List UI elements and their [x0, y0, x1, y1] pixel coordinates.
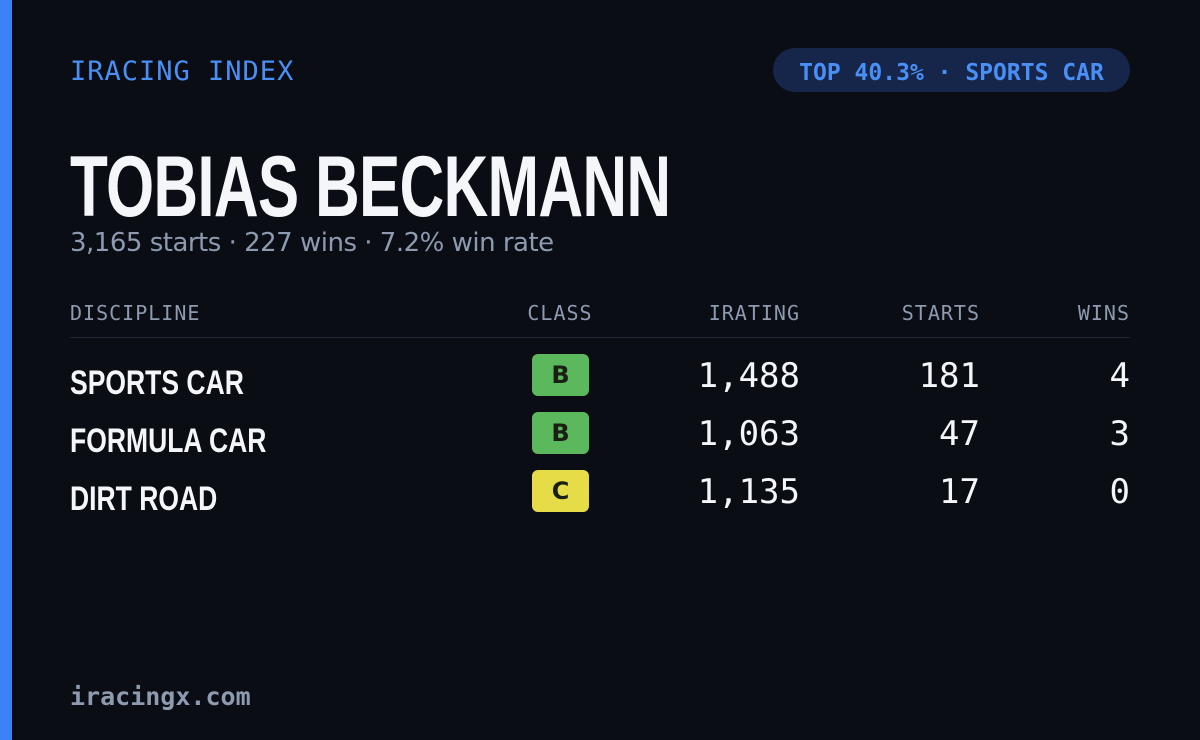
divider: [70, 337, 1130, 338]
driver-name: TOBIAS BECKMANN: [70, 139, 671, 235]
rank-badge: TOP 40.3% · SPORTS CAR: [773, 48, 1130, 92]
brand: IRACING INDEX: [70, 56, 295, 87]
discipline: DIRT ROAD: [70, 480, 218, 518]
discipline: FORMULA CAR: [70, 422, 267, 460]
class-badge: C: [532, 470, 589, 512]
column-header: CLASS: [527, 301, 593, 325]
wins: 4: [1109, 356, 1130, 396]
irating: 1,488: [697, 356, 800, 396]
wins: 3: [1109, 414, 1130, 454]
summary: 3,165 starts · 227 wins · 7.2% win rate: [70, 228, 554, 258]
column-header: WINS: [1077, 301, 1130, 325]
discipline: SPORTS CAR: [70, 364, 244, 402]
irating: 1,063: [697, 414, 800, 454]
wins: 0: [1109, 472, 1130, 512]
class-badge: B: [532, 412, 589, 454]
accent-bar: [0, 0, 12, 740]
column-header: DISCIPLINE: [70, 301, 201, 325]
column-header: STARTS: [901, 301, 980, 325]
footer: iracingx.com: [70, 682, 251, 711]
column-header: IRATING: [708, 301, 800, 325]
irating: 1,135: [697, 472, 800, 512]
starts: 17: [939, 472, 980, 512]
starts: 181: [918, 356, 980, 396]
class-badge: B: [532, 354, 589, 396]
starts: 47: [939, 414, 980, 454]
